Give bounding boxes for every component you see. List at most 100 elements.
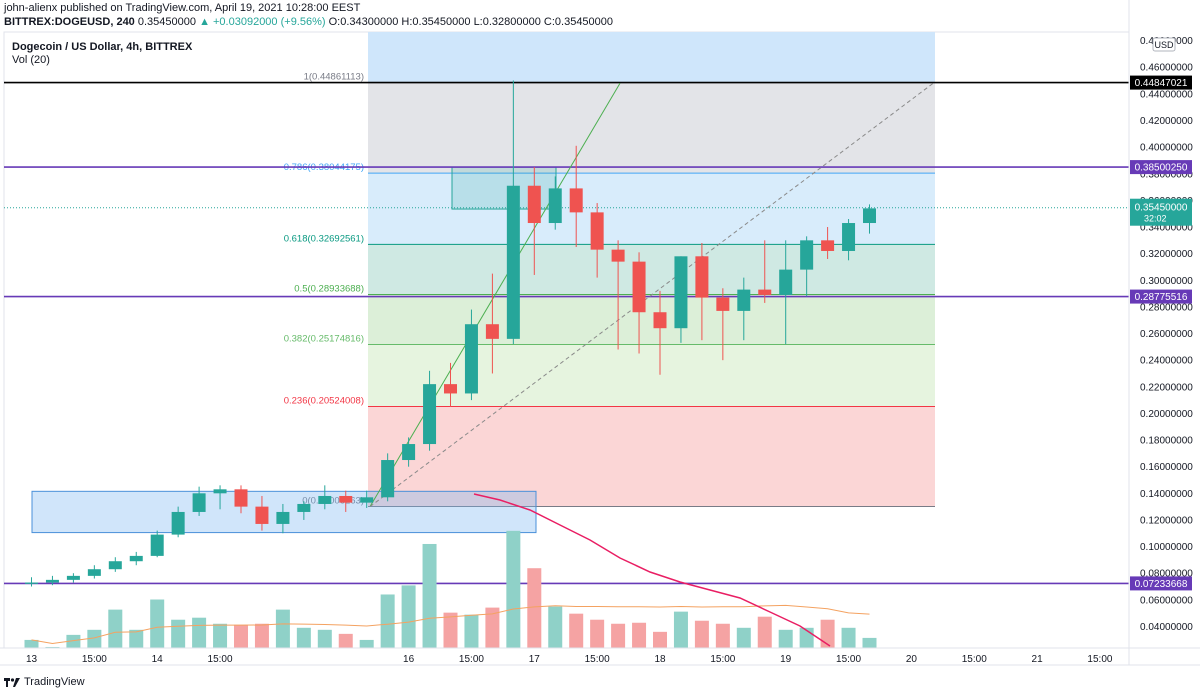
- candle-body[interactable]: [800, 240, 814, 270]
- candle-body[interactable]: [821, 240, 835, 251]
- volume-bar: [317, 629, 332, 648]
- candle-body[interactable]: [758, 289, 772, 295]
- price-tag: [1130, 576, 1192, 591]
- y-tick-label: 0.04000000: [1140, 622, 1193, 633]
- candle-body[interactable]: [255, 506, 269, 524]
- y-tick-label: 0.08000000: [1140, 569, 1193, 580]
- candle-body[interactable]: [464, 324, 478, 394]
- candle-body[interactable]: [234, 489, 248, 507]
- volume-bar: [129, 629, 144, 648]
- candle-body[interactable]: [213, 489, 227, 494]
- trendline-green: [369, 82, 621, 507]
- volume-bar: [653, 631, 667, 648]
- x-tick-label: 15:00: [962, 654, 987, 665]
- fib-level-label: 1(0.44861113): [304, 71, 364, 82]
- candle-body[interactable]: [381, 460, 395, 498]
- candle-body[interactable]: [276, 511, 290, 524]
- candle-body[interactable]: [779, 269, 793, 295]
- price-change: ▲ +0.03092000 (+9.56%): [199, 16, 326, 28]
- candle-body[interactable]: [590, 212, 604, 250]
- fib-zone-fill: [368, 244, 935, 295]
- x-tick-label: 15:00: [585, 654, 610, 665]
- candle-body[interactable]: [569, 188, 583, 213]
- volume-bar: [820, 619, 835, 648]
- candle-body[interactable]: [716, 297, 730, 311]
- currency-badge[interactable]: [1152, 37, 1176, 52]
- volume-bar: [715, 623, 730, 648]
- volume-bar: [150, 599, 165, 648]
- candle-body[interactable]: [611, 249, 625, 262]
- candle-body[interactable]: [339, 495, 353, 503]
- x-tick-label: 15:00: [1087, 654, 1112, 665]
- candle-body[interactable]: [737, 289, 751, 311]
- candle-body[interactable]: [863, 208, 876, 224]
- candle-body[interactable]: [402, 444, 416, 461]
- candle-body[interactable]: [423, 384, 437, 445]
- y-tick-label: 0.14000000: [1140, 489, 1193, 500]
- candle-body[interactable]: [506, 185, 520, 339]
- candle-body[interactable]: [318, 495, 332, 504]
- y-tick-label: 0.32000000: [1140, 249, 1193, 260]
- volume-bar: [171, 619, 186, 648]
- candle-body[interactable]: [360, 497, 374, 503]
- candle-body[interactable]: [171, 511, 185, 535]
- x-tick-label: 15:00: [836, 654, 861, 665]
- footer-brand[interactable]: TradingView: [4, 676, 85, 688]
- volume-bar: [443, 612, 458, 648]
- candle-body[interactable]: [444, 384, 457, 394]
- x-tick-label: 15:00: [208, 654, 233, 665]
- y-tick-label: 0.40000000: [1140, 143, 1193, 154]
- ticker-line: BITTREX:DOGEUSD, 240 0.35450000 ▲ +0.030…: [4, 16, 613, 28]
- candle-body[interactable]: [527, 185, 541, 224]
- volume-bar: [673, 611, 688, 648]
- volume-bar: [464, 614, 479, 648]
- y-tick-label: 0.42000000: [1140, 116, 1193, 127]
- volume-bar: [87, 629, 102, 648]
- candle-body[interactable]: [66, 575, 80, 580]
- candle-body[interactable]: [632, 261, 646, 313]
- y-tick-label: 0.06000000: [1140, 595, 1193, 606]
- candle-body[interactable]: [653, 312, 667, 329]
- volume-bar: [694, 620, 709, 648]
- candle-body[interactable]: [192, 493, 206, 512]
- fib-zone-fill: [368, 344, 935, 407]
- volume-bar: [527, 568, 542, 648]
- ohlc-values: O:0.34300000 H:0.35450000 L:0.32800000 C…: [328, 16, 614, 28]
- position-zone-top: [368, 32, 935, 83]
- x-tick-label: 14: [152, 654, 164, 665]
- x-tick-label: 17: [529, 654, 541, 665]
- y-tick-label: 0.38000000: [1140, 169, 1193, 180]
- y-tick-label: 0.12000000: [1140, 515, 1193, 526]
- fib-zone-fill: [368, 406, 935, 507]
- candle-body[interactable]: [25, 582, 38, 584]
- candle-body[interactable]: [485, 324, 499, 339]
- volume-bar: [757, 616, 772, 648]
- candle-body[interactable]: [108, 561, 122, 570]
- x-tick-label: 15:00: [710, 654, 735, 665]
- candle-body[interactable]: [842, 223, 856, 251]
- x-tick-label: 16: [403, 654, 415, 665]
- y-tick-label: 0.44000000: [1140, 89, 1193, 100]
- candle-body[interactable]: [129, 555, 143, 562]
- volume-bar: [506, 530, 521, 648]
- price-tag: [1130, 160, 1192, 175]
- candle-body[interactable]: [150, 534, 164, 556]
- candle-body[interactable]: [674, 256, 688, 329]
- chart-title: Dogecoin / US Dollar, 4h, BITTREX: [12, 41, 193, 53]
- candle-body[interactable]: [297, 503, 311, 512]
- volume-bar: [401, 585, 416, 648]
- candle-body[interactable]: [45, 579, 59, 583]
- fib-zone-fill: [368, 82, 935, 174]
- fib-level-label: 0(0.13006263): [302, 496, 364, 507]
- candle-body[interactable]: [87, 569, 101, 576]
- candle-body[interactable]: [548, 188, 562, 224]
- candle-body[interactable]: [695, 256, 709, 298]
- x-tick-label: 15:00: [82, 654, 107, 665]
- x-tick-label: 20: [906, 654, 918, 665]
- y-tick-label: 0.28000000: [1140, 302, 1193, 313]
- last-price-tag: [1130, 198, 1192, 226]
- volume-bar: [254, 623, 269, 648]
- price-tag-label: 0.38500250: [1135, 163, 1188, 174]
- volume-bar: [422, 543, 437, 648]
